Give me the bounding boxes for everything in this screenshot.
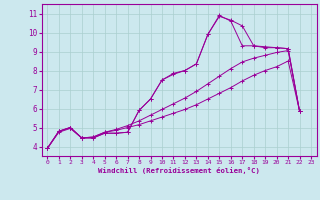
X-axis label: Windchill (Refroidissement éolien,°C): Windchill (Refroidissement éolien,°C) <box>98 167 260 174</box>
